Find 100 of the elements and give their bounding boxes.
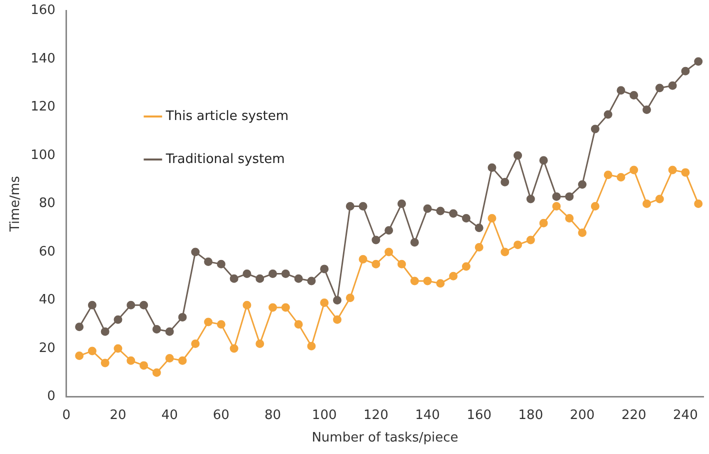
point <box>332 296 342 305</box>
legend-label: Traditional system <box>164 152 285 167</box>
point <box>590 202 600 210</box>
point <box>423 204 432 213</box>
point <box>114 315 122 324</box>
point <box>526 236 535 244</box>
point <box>216 320 226 329</box>
point <box>616 173 626 182</box>
point <box>100 327 110 336</box>
point <box>630 166 638 174</box>
point <box>604 110 612 119</box>
point <box>681 168 690 177</box>
x-tick-label: 100 <box>312 408 337 423</box>
point <box>642 200 652 208</box>
point <box>488 214 496 223</box>
point <box>191 248 200 256</box>
point <box>100 358 110 368</box>
point <box>552 202 561 210</box>
point <box>694 57 703 66</box>
point <box>346 202 354 210</box>
y-tick-label: 80 <box>38 196 56 212</box>
point <box>616 86 626 95</box>
point <box>578 228 587 237</box>
point <box>539 156 548 165</box>
point <box>88 346 96 356</box>
point <box>152 325 161 334</box>
point <box>294 274 303 283</box>
point <box>126 300 136 310</box>
point <box>655 194 664 204</box>
point <box>372 260 380 268</box>
x-tick-label: 140 <box>415 408 440 423</box>
point <box>216 260 226 268</box>
point <box>75 322 84 332</box>
point <box>410 238 419 247</box>
y-tick-label: 40 <box>38 292 56 308</box>
x-tick-label: 120 <box>364 408 388 423</box>
x-tick-label: 180 <box>518 408 544 423</box>
point <box>204 257 213 266</box>
point <box>230 344 238 353</box>
x-tick-label: 80 <box>264 408 282 423</box>
point <box>178 356 187 365</box>
point <box>539 218 548 228</box>
point <box>230 274 238 283</box>
point <box>423 276 432 286</box>
y-tick-label: 100 <box>30 148 56 163</box>
point <box>140 300 148 310</box>
point <box>256 274 264 283</box>
point <box>140 361 148 370</box>
point <box>410 276 419 286</box>
point <box>500 248 510 256</box>
x-tick-label: 160 <box>466 408 492 423</box>
point <box>281 303 290 312</box>
x-tick-label: 200 <box>570 408 595 423</box>
point <box>242 270 252 278</box>
point <box>242 300 252 310</box>
point <box>642 105 652 114</box>
point <box>88 300 96 310</box>
point <box>449 272 458 280</box>
x-tick-label: 60 <box>212 408 230 423</box>
x-axis-title: Number of tasks/piece <box>312 430 458 446</box>
y-tick-label: 20 <box>38 340 56 356</box>
point <box>384 226 394 235</box>
point <box>397 260 406 268</box>
point <box>165 327 174 336</box>
point <box>590 124 600 134</box>
point <box>281 270 290 278</box>
point <box>462 214 470 223</box>
point <box>332 315 342 324</box>
point <box>346 294 354 302</box>
point <box>204 318 213 326</box>
legend-label: This article system <box>164 108 289 124</box>
point <box>514 151 522 160</box>
x-tick-label: 0 <box>62 408 71 423</box>
point <box>681 66 690 76</box>
point <box>668 166 677 174</box>
point <box>436 279 445 288</box>
point <box>165 354 174 362</box>
point <box>397 200 406 208</box>
point <box>114 344 122 353</box>
point <box>565 214 574 223</box>
point <box>526 194 535 204</box>
point <box>578 180 587 189</box>
point <box>294 320 303 329</box>
point <box>372 236 380 244</box>
point <box>75 352 84 360</box>
y-tick-label: 120 <box>30 100 56 115</box>
point <box>358 202 368 210</box>
point <box>436 206 445 216</box>
point <box>655 84 664 92</box>
point <box>630 90 638 100</box>
y-tick-label: 60 <box>38 244 56 260</box>
point <box>191 339 200 348</box>
point <box>474 224 484 232</box>
point <box>514 240 522 250</box>
point <box>320 264 329 274</box>
point <box>565 192 574 201</box>
point <box>268 303 278 312</box>
x-tick-label: 20 <box>110 408 126 423</box>
point <box>500 178 510 186</box>
point <box>552 192 561 201</box>
